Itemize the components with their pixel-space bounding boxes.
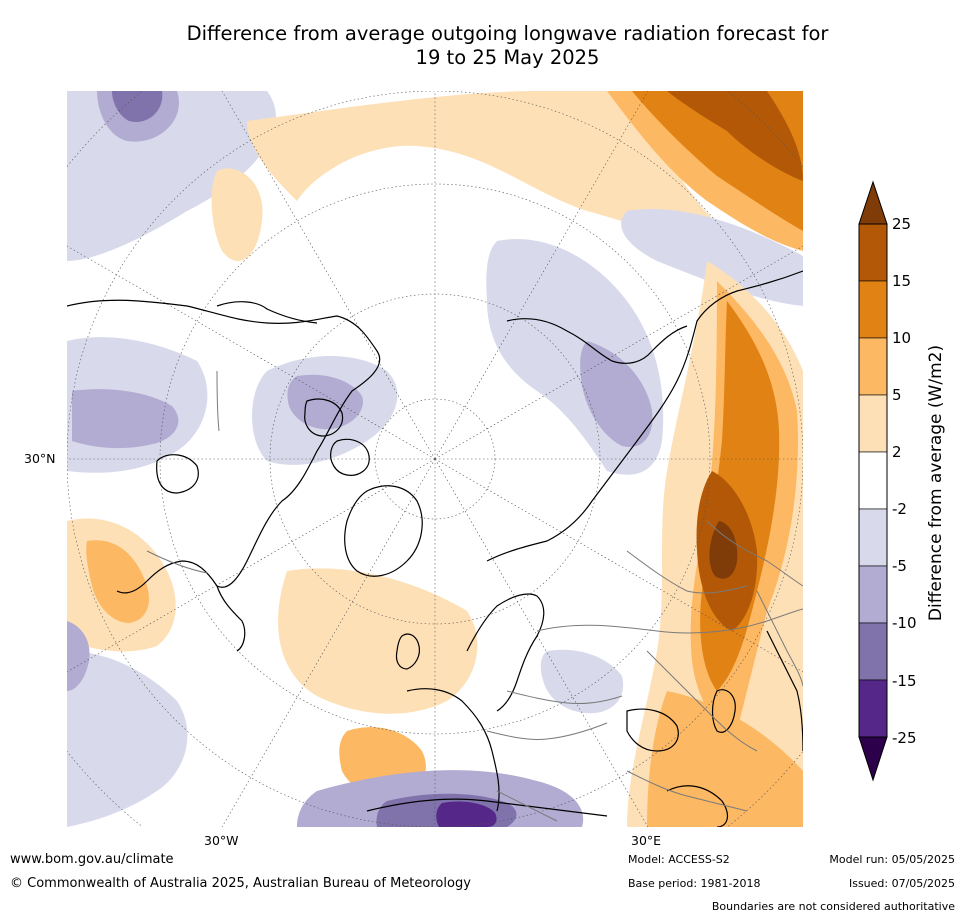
- colorbar-bin: [858, 394, 888, 453]
- graticule-meridian: [434, 458, 649, 827]
- colorbar-bin: [858, 223, 888, 282]
- country-boundaries: [146, 370, 803, 822]
- boundary-europe-2: [486, 722, 608, 740]
- negative-anomaly-siberia-core: [580, 341, 653, 447]
- boundary-europe-1: [506, 690, 623, 704]
- negative-anomaly-europe: [540, 649, 624, 714]
- colorbar-tick-label: -15: [892, 672, 917, 690]
- positive-anomaly-n: [247, 91, 727, 234]
- footer-disclaimer: Boundaries are not considered authoritat…: [711, 900, 955, 913]
- lon-label-30e: 30°E: [631, 833, 662, 848]
- colorbar-bin: [858, 622, 888, 681]
- graticule: [67, 91, 803, 827]
- boundary-canada-us: [146, 550, 208, 574]
- coastline-alaska: [216, 301, 318, 324]
- footer-model: Model: ACCESS-S2: [628, 853, 730, 866]
- graticule-lat-45: [159, 183, 711, 735]
- positive-anomaly-se: [647, 691, 803, 827]
- coastline-uk: [395, 633, 420, 670]
- colorbar-bin: [858, 280, 888, 339]
- colorbar-tick-label: 25: [892, 215, 912, 233]
- colorbar-bin: [858, 337, 888, 396]
- lat-label-30n: 30°N: [24, 451, 56, 466]
- positive-anomaly-n-2: [211, 168, 263, 261]
- footer-issued: Issued: 07/05/2025: [848, 877, 955, 890]
- coastline-siberia-north: [506, 318, 688, 364]
- colorbar-bin: [858, 565, 888, 624]
- graticule-meridian: [67, 458, 436, 673]
- colorbar-bin: [858, 736, 888, 782]
- negative-anomaly-med-deep: [436, 801, 497, 827]
- colorbar-title: Difference from average (W/m2): [926, 344, 946, 622]
- graticule-meridian: [67, 245, 436, 460]
- colorbar-tick-label: 15: [892, 272, 912, 290]
- coastline-eurasia: [486, 270, 803, 562]
- footer-url[interactable]: www.bom.gov.au/climate: [10, 852, 174, 867]
- graticule-meridian: [434, 458, 803, 673]
- boundary-north-africa: [496, 790, 558, 822]
- positive-anomaly-east-max: [709, 521, 738, 579]
- coastlines: [67, 270, 803, 827]
- coastline-arctic-islands-2: [330, 438, 370, 476]
- title-line-1: Difference from average outgoing longwav…: [186, 22, 829, 45]
- coastline-africa: [366, 798, 608, 817]
- coastline-caspian: [711, 689, 736, 733]
- colorbar-bin: [858, 508, 888, 567]
- boundary-alaska: [216, 370, 220, 432]
- footer-model-run: Model run: 05/05/2025: [829, 853, 955, 866]
- coastline-black-sea: [626, 708, 679, 752]
- coastline-us-east: [216, 585, 246, 652]
- colorbar-tick-label: 2: [892, 443, 902, 461]
- colorbar-bin: [858, 679, 888, 738]
- colorbar-tick-label: 10: [892, 329, 912, 347]
- colorbar-bin: [858, 180, 888, 225]
- boundary-mongolia: [706, 520, 803, 587]
- colorbar-bin: [858, 451, 888, 510]
- lon-label-30w: 30°W: [204, 833, 239, 848]
- chart-title: Difference from average outgoing longwav…: [60, 22, 955, 70]
- positive-anomaly-sw-core: [86, 540, 149, 623]
- coastline-east-asia: [766, 630, 803, 752]
- negative-anomaly-west-core: [72, 389, 179, 449]
- coastline-greenland: [344, 485, 423, 577]
- colorbar-tick-label: -10: [892, 614, 917, 632]
- coastline-arabia: [666, 785, 729, 827]
- boundary-china: [756, 590, 803, 687]
- boundary-kazakhstan: [626, 550, 748, 594]
- coastline-hudson: [156, 454, 199, 494]
- coastline-scandinavia: [466, 593, 545, 712]
- graticule-meridian: [221, 458, 436, 827]
- coastline-arctic-islands: [304, 398, 344, 437]
- boundary-central-asia: [646, 650, 758, 752]
- graticule-meridian: [434, 245, 803, 460]
- colorbar-tick-label: 5: [892, 386, 902, 404]
- negative-anomaly-arctic-core: [287, 374, 363, 430]
- negative-anomaly-nw-deep: [112, 91, 163, 122]
- colorbar: [858, 180, 888, 782]
- graticule-meridian: [221, 91, 436, 460]
- boundary-russia-south: [536, 608, 803, 634]
- polar-map: [67, 91, 803, 827]
- footer-copyright: © Commonwealth of Australia 2025, Austra…: [10, 876, 471, 891]
- colorbar-tick-label: -2: [892, 500, 907, 518]
- negative-anomaly-sw-core: [67, 621, 90, 691]
- coastline-europe: [406, 688, 500, 812]
- colorbar-tick-label: -25: [892, 729, 917, 747]
- positive-anomaly-ne-deep: [667, 91, 803, 181]
- olr-anomaly-shading: [67, 91, 803, 827]
- footer-base-period: Base period: 1981-2018: [628, 877, 761, 890]
- graticule-meridian: [434, 91, 649, 460]
- positive-anomaly-atlantic: [278, 568, 478, 714]
- colorbar-outline: [858, 223, 888, 738]
- colorbar-tick-label: -5: [892, 557, 907, 575]
- title-line-2: 19 to 25 May 2025: [415, 46, 600, 69]
- negative-anomaly-ne: [621, 209, 803, 306]
- map-canvas: [67, 91, 803, 827]
- coastline-north-america: [67, 299, 381, 594]
- boundary-middle-east: [626, 770, 748, 812]
- negative-anomaly-sw: [67, 651, 188, 827]
